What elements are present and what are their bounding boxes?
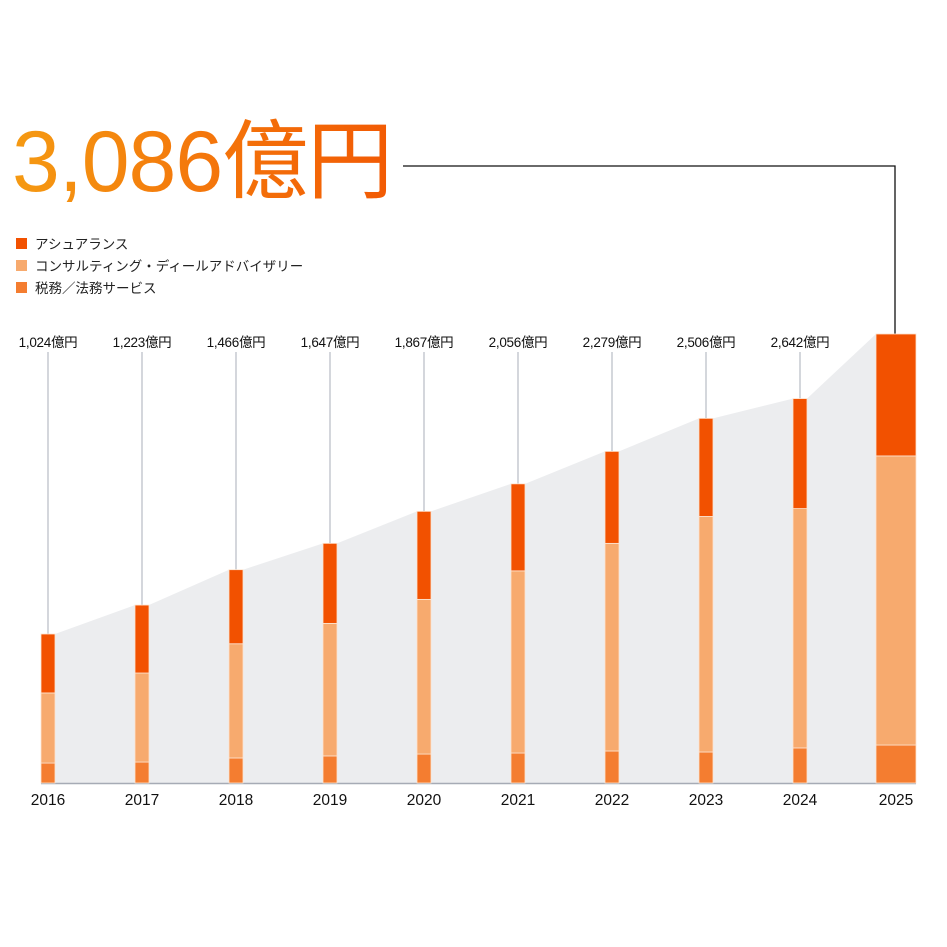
year-axis-label: 2016 bbox=[30, 792, 66, 809]
total-value-label: 2,642億円 bbox=[770, 335, 830, 350]
total-value-label: 2,279億円 bbox=[582, 335, 642, 350]
bar-segment-assurance bbox=[698, 417, 714, 517]
bar-segment-consulting bbox=[134, 672, 150, 763]
headline-connector-line bbox=[403, 165, 896, 334]
legend-item-consulting: コンサルティング・ディールアドバイザリー bbox=[16, 254, 303, 276]
year-axis-label: 2025 bbox=[878, 792, 914, 809]
total-value-label: 2,056億円 bbox=[488, 335, 548, 350]
year-axis-label: 2019 bbox=[312, 792, 348, 809]
bar-segment-assurance bbox=[416, 510, 432, 600]
bar-segment-consulting bbox=[875, 455, 917, 746]
legend-item-assurance: アシュアランス bbox=[16, 232, 303, 254]
bar-segment-tax bbox=[604, 750, 620, 784]
bar-segment-consulting bbox=[322, 622, 338, 757]
bar-segment-assurance bbox=[510, 483, 526, 572]
bar-segment-consulting bbox=[228, 643, 244, 759]
bar-segment-consulting bbox=[604, 542, 620, 752]
bar-segment-tax bbox=[228, 757, 244, 784]
bar-segment-consulting bbox=[40, 692, 56, 764]
bar-segment-tax bbox=[875, 744, 917, 784]
legend: アシュアランス コンサルティング・ディールアドバイザリー 税務／法務サービス bbox=[16, 232, 303, 298]
bar-segment-tax bbox=[698, 751, 714, 784]
legend-label: 税務／法務サービス bbox=[35, 281, 157, 296]
total-value-label: 1,466億円 bbox=[206, 335, 266, 350]
total-value-label: 2,506億円 bbox=[676, 335, 736, 350]
bar-segment-tax bbox=[510, 752, 526, 784]
legend-item-tax: 税務／法務サービス bbox=[16, 276, 303, 298]
year-axis-label: 2021 bbox=[500, 792, 536, 809]
bar-segment-consulting bbox=[416, 598, 432, 755]
year-axis-label: 2017 bbox=[124, 792, 160, 809]
legend-swatch-tax bbox=[16, 281, 27, 293]
bar-segment-consulting bbox=[510, 570, 526, 754]
legend-label: アシュアランス bbox=[35, 237, 129, 252]
bar-segment-consulting bbox=[792, 508, 808, 749]
total-value-label: 1,024億円 bbox=[18, 335, 78, 350]
bar-segment-tax bbox=[322, 755, 338, 784]
headline-total: 3,086億円 bbox=[12, 114, 393, 210]
bar-segment-consulting bbox=[698, 516, 714, 753]
bar-segment-assurance bbox=[792, 398, 808, 509]
bar-segment-assurance bbox=[228, 569, 244, 645]
bar-segment-assurance bbox=[322, 542, 338, 624]
total-value-label: 1,223億円 bbox=[112, 335, 172, 350]
bar-segment-assurance bbox=[875, 333, 917, 457]
bar-segment-assurance bbox=[40, 633, 56, 694]
bar-segment-tax bbox=[40, 762, 56, 784]
legend-label: コンサルティング・ディールアドバイザリー bbox=[35, 259, 304, 274]
year-axis-label: 2024 bbox=[782, 792, 818, 809]
bar-segment-tax bbox=[134, 761, 150, 784]
legend-swatch-assurance bbox=[16, 237, 27, 249]
total-value-label: 1,867億円 bbox=[394, 335, 454, 350]
year-axis-label: 2022 bbox=[594, 792, 630, 809]
year-axis-label: 2018 bbox=[218, 792, 254, 809]
total-value-label: 1,647億円 bbox=[300, 335, 360, 350]
bar-segment-tax bbox=[792, 747, 808, 784]
year-axis-label: 2020 bbox=[406, 792, 442, 809]
year-axis-label: 2023 bbox=[688, 792, 724, 809]
growth-area bbox=[41, 333, 916, 783]
bar-segment-tax bbox=[416, 753, 432, 784]
legend-swatch-consulting bbox=[16, 259, 27, 271]
bar-segment-assurance bbox=[604, 451, 620, 544]
bar-segment-assurance bbox=[134, 604, 150, 674]
